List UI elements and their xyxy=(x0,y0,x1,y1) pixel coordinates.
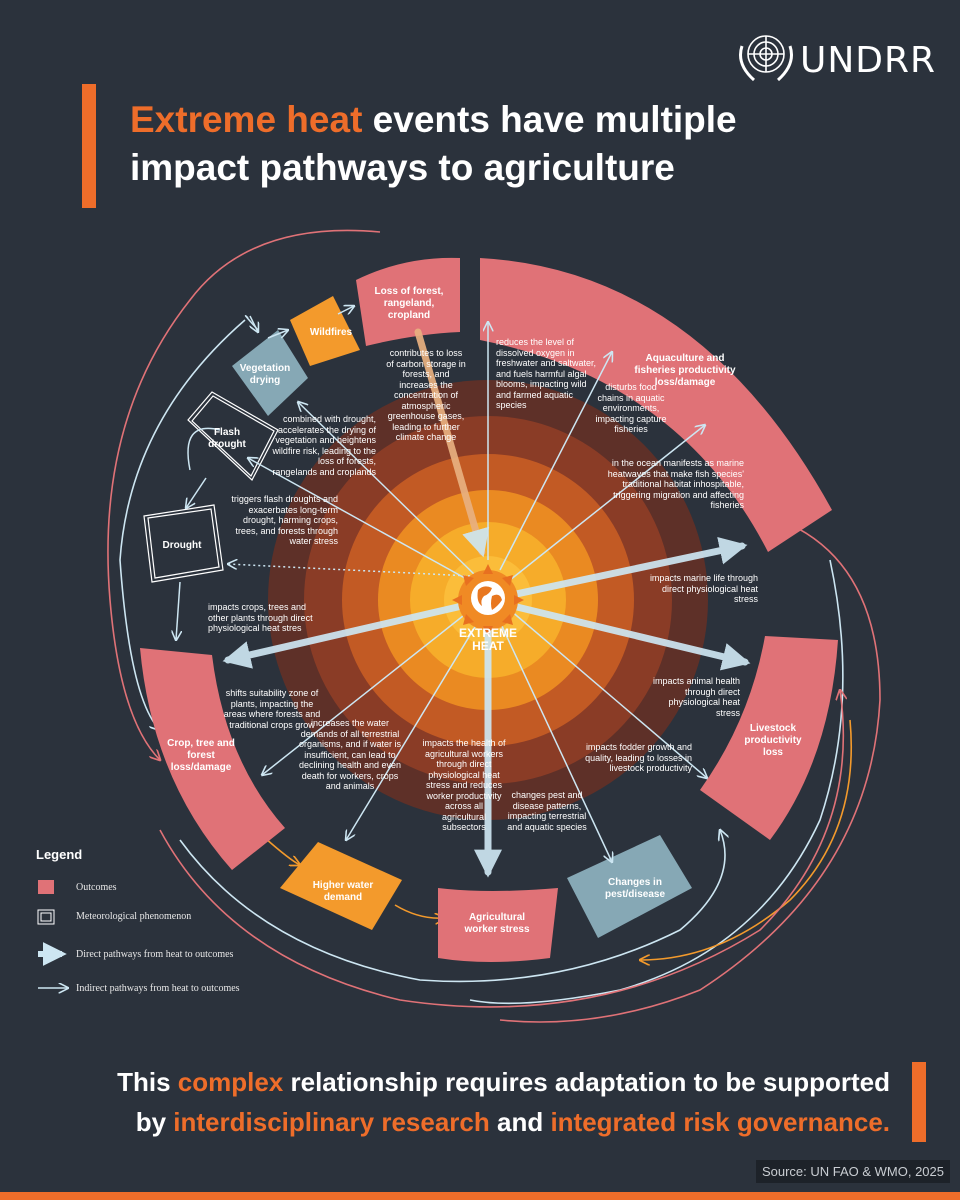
footer-l2-hl2: integrated risk governance. xyxy=(550,1107,890,1137)
text-crops-direct: impacts crops, trees and other plants th… xyxy=(208,602,313,633)
loop-blue-bottom xyxy=(179,830,725,983)
loop-pink-top xyxy=(107,229,381,760)
center-label-line2: HEAT xyxy=(472,639,504,653)
loss-forest-label: Loss of forest, rangeland, cropland xyxy=(374,286,444,321)
loop-orange-right xyxy=(640,719,853,960)
text-animal-health: impacts animal health through direct phy… xyxy=(652,676,740,718)
text-carbon: contributes to loss of carbon storage in… xyxy=(386,348,466,442)
footer-accent-bar xyxy=(912,1062,926,1142)
vegetation-drying-box xyxy=(232,330,308,416)
text-fodder: impacts fodder growth and quality, leadi… xyxy=(585,742,692,773)
arrow-loss-forest-direct xyxy=(414,328,490,558)
loss-forest-box xyxy=(356,257,460,346)
crop-to-water xyxy=(264,837,300,865)
wildfires-label: Wildfires xyxy=(309,327,353,338)
title-line1: events have multiple xyxy=(362,99,737,140)
text-pest-patterns: changes pest and disease patterns, impac… xyxy=(507,790,587,832)
text-marine-life: impacts marine life through direct physi… xyxy=(649,573,758,604)
arrow-wildfire-to-loss xyxy=(337,306,354,314)
loop-pink-right xyxy=(499,519,881,1023)
arrow-top-wildfire xyxy=(250,315,258,332)
aquaculture-label: Aquaculture and fisheries productivity l… xyxy=(634,353,736,388)
livestock-box xyxy=(700,636,838,840)
text-wildfire-risk: combined with drought, accelerates the d… xyxy=(272,414,376,477)
legend-meteo-swatch-inner xyxy=(40,912,52,922)
text-marine-heatwaves: in the ocean manifests as marine heatwav… xyxy=(607,458,744,510)
source-credit: Source: UN FAO & WMO, 2025 xyxy=(755,1160,950,1183)
arrow-pest xyxy=(499,621,612,862)
drought-box-inner xyxy=(147,508,220,579)
text-flash-droughts: triggers flash droughts and exacerbates … xyxy=(231,494,338,546)
crop-tree-box xyxy=(140,648,285,870)
pest-disease-box xyxy=(567,835,692,938)
globe-icon xyxy=(471,581,505,615)
drought-label: Drought xyxy=(162,540,202,551)
flash-drought-label: Flash drought xyxy=(208,427,246,450)
legend-outcomes: Outcomes xyxy=(76,882,117,893)
text-suitability: shifts suitability zone of plants, impac… xyxy=(223,688,321,730)
title-line2: impact pathways to agriculture xyxy=(130,147,675,188)
arrow-flash-to-drought xyxy=(186,477,207,508)
footer-l2-hl1: interdisciplinary research xyxy=(173,1107,490,1137)
agri-worker-box xyxy=(438,888,558,962)
water-demand-label: Higher water demand xyxy=(312,880,374,903)
un-emblem-icon xyxy=(739,35,793,82)
text-oxygen: reduces the level of dissolved oxygen in… xyxy=(496,337,597,410)
arrow-food-chains xyxy=(499,352,612,571)
legend-title: Legend xyxy=(36,847,83,862)
water-to-worker xyxy=(394,904,445,918)
legend-direct: Direct pathways from heat to outcomes xyxy=(76,949,234,960)
arrow-livestock-direct xyxy=(484,596,751,671)
text-water-demands: increases the water demands of all terre… xyxy=(298,718,402,791)
footer-message: This complex relationship requires adapt… xyxy=(40,1062,890,1142)
center-label-line1: EXTREME xyxy=(458,626,517,640)
legend-swatches xyxy=(37,880,102,1032)
arrow-aquaculture-direct xyxy=(484,536,748,604)
wildfires-box xyxy=(290,296,360,366)
footer-l2-a: by xyxy=(135,1107,174,1137)
title-highlight: Extreme heat xyxy=(130,99,363,140)
aquaculture-box xyxy=(480,258,832,552)
legend-meteo-swatch xyxy=(37,909,55,925)
arrow-fodder xyxy=(509,609,707,778)
footer-l1-a: This xyxy=(117,1067,178,1097)
legend-meteorological: Meteorological phenomenon xyxy=(76,911,192,922)
agri-worker-label: Agricultural worker stress xyxy=(464,912,530,935)
title-accent-bar xyxy=(82,84,96,208)
loop-pink-bottom xyxy=(159,690,843,1008)
arrow-flash xyxy=(248,458,473,583)
footer-l1-b: relationship requires adaptation to be s… xyxy=(283,1067,890,1097)
text-workers: impacts the health of agricultural worke… xyxy=(422,738,506,832)
page-title: Extreme heat events have multiple impact… xyxy=(130,96,830,192)
text-food-chains: disturbs food chains in aquatic environm… xyxy=(595,382,667,434)
flash-drought-box xyxy=(187,391,279,481)
flash-drought-box-inner xyxy=(191,395,275,477)
loop-blue-right xyxy=(469,559,844,1005)
loop-blue-left xyxy=(119,319,246,730)
bottom-accent-strip xyxy=(0,1192,960,1200)
arrow-drought-to-crop xyxy=(176,581,180,640)
vegetation-drying-label: Vegetation drying xyxy=(239,363,291,386)
arrow-vegetation xyxy=(298,402,477,577)
center-label: EXTREME HEAT xyxy=(440,627,536,653)
arrow-suitability xyxy=(262,611,469,775)
legend-indirect: Indirect pathways from heat to outcomes xyxy=(76,983,240,994)
crop-tree-label: Crop, tree and forest loss/damage xyxy=(167,738,235,773)
arrow-crop-direct xyxy=(222,596,492,669)
arrow-veg-loop xyxy=(187,427,221,471)
footer-l1-hl: complex xyxy=(177,1067,284,1097)
legend-outcome-swatch xyxy=(38,880,54,894)
arrow-veg-to-fire xyxy=(267,330,288,339)
pest-disease-label: Changes in pest/disease xyxy=(604,877,666,900)
livestock-label: Livestock productivity loss xyxy=(744,723,802,758)
logo-text: UNDRR xyxy=(800,40,937,81)
footer-l2-b: and xyxy=(489,1107,551,1137)
arrow-drought-dotted xyxy=(228,564,471,577)
water-demand-box xyxy=(280,842,402,930)
arrow-water-demand xyxy=(346,621,479,840)
arrow-marine-heatwaves xyxy=(509,425,705,581)
